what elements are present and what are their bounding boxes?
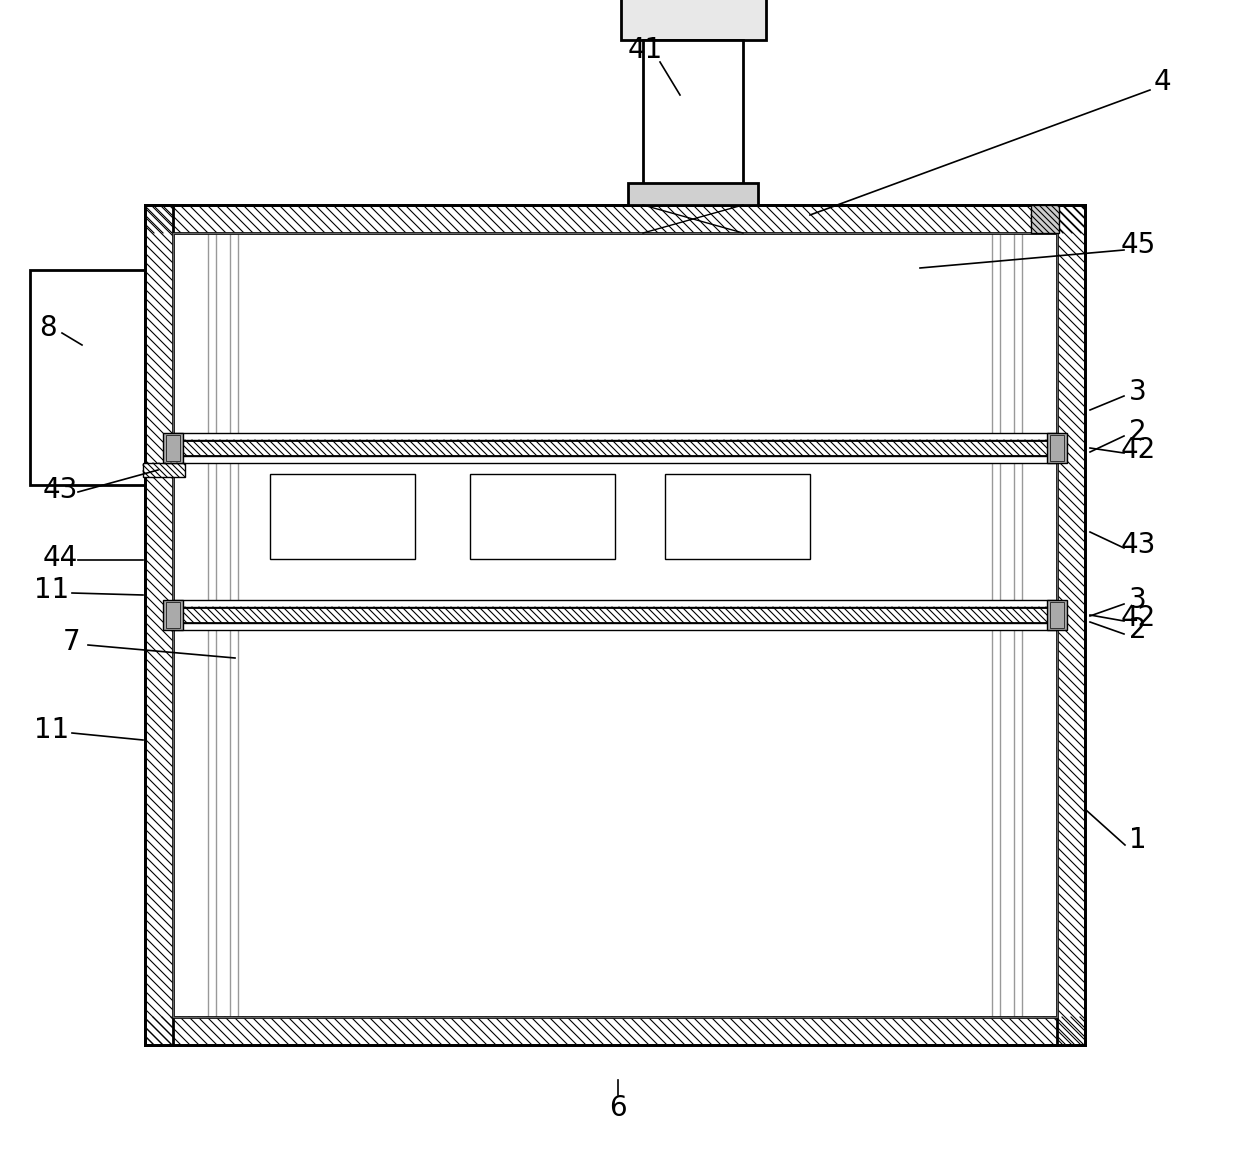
Bar xyxy=(143,464,185,477)
Bar xyxy=(166,435,180,461)
Bar xyxy=(162,600,184,630)
Bar xyxy=(174,600,1056,606)
Bar xyxy=(30,270,145,485)
Bar xyxy=(174,606,1056,623)
Text: 3: 3 xyxy=(1130,378,1147,406)
Bar xyxy=(174,440,1056,455)
Bar xyxy=(145,205,174,1045)
Text: 42: 42 xyxy=(1121,436,1156,464)
Bar xyxy=(470,474,615,559)
Bar xyxy=(145,205,1085,233)
Bar xyxy=(665,474,810,559)
Text: 2: 2 xyxy=(1130,616,1147,645)
Bar xyxy=(174,623,1056,630)
Bar xyxy=(644,40,743,205)
Bar xyxy=(1030,205,1059,233)
Text: 42: 42 xyxy=(1121,604,1156,632)
Bar xyxy=(174,455,1056,464)
Text: 6: 6 xyxy=(609,1094,626,1122)
Bar xyxy=(174,233,1056,1017)
Text: 43: 43 xyxy=(42,476,78,504)
Bar xyxy=(1047,600,1066,630)
Bar xyxy=(166,602,180,628)
Text: 41: 41 xyxy=(627,36,662,65)
Bar xyxy=(1050,602,1064,628)
Text: 8: 8 xyxy=(40,314,57,342)
Text: 44: 44 xyxy=(42,544,78,572)
Text: 4: 4 xyxy=(1153,68,1171,96)
Text: 11: 11 xyxy=(35,716,69,744)
Text: 43: 43 xyxy=(1120,532,1156,559)
Text: 3: 3 xyxy=(1130,586,1147,615)
Text: 1: 1 xyxy=(1130,826,1147,854)
Bar xyxy=(621,0,766,40)
Text: 2: 2 xyxy=(1130,419,1147,446)
Text: 7: 7 xyxy=(63,628,81,656)
Bar xyxy=(162,434,184,464)
Bar xyxy=(627,183,758,205)
Text: 11: 11 xyxy=(35,576,69,604)
Text: 45: 45 xyxy=(1121,231,1156,259)
Bar xyxy=(1047,434,1066,464)
Bar xyxy=(1056,205,1085,1045)
Bar xyxy=(145,1017,1085,1045)
Bar xyxy=(270,474,415,559)
Bar xyxy=(1050,435,1064,461)
Bar xyxy=(174,434,1056,440)
Bar xyxy=(174,233,1056,1017)
Bar xyxy=(145,205,1085,1045)
